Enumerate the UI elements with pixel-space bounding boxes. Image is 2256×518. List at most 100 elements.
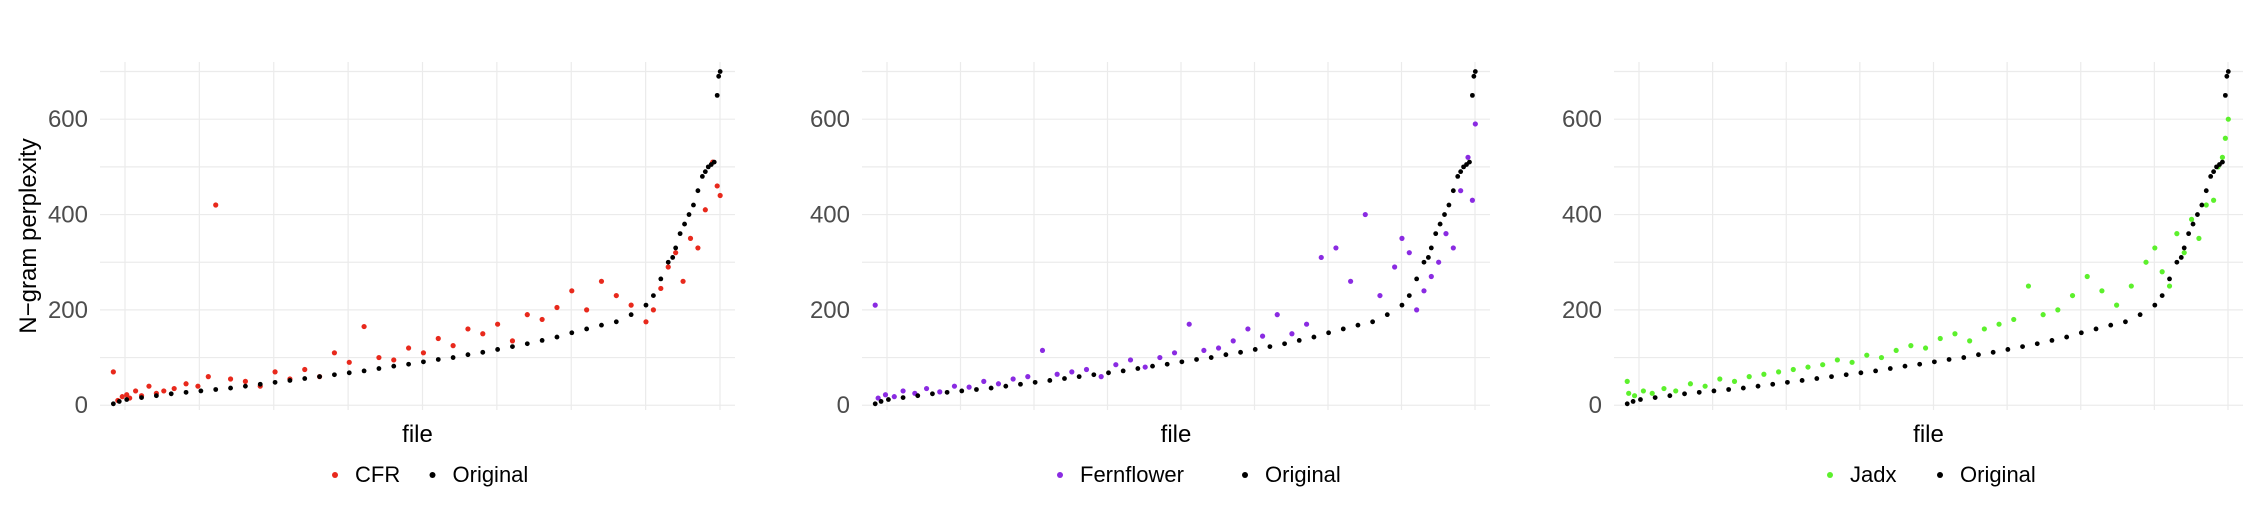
data-point-jadx: [1908, 343, 1914, 349]
data-point-cfr: [465, 326, 471, 332]
data-point-cfr: [272, 369, 278, 375]
data-point-original: [944, 389, 950, 395]
legend-key-jadx: [1827, 472, 1833, 478]
data-point-original: [1843, 372, 1849, 378]
data-point-fernflower: [1010, 376, 1016, 382]
data-point-original: [650, 293, 656, 298]
data-point-fernflower: [1399, 235, 1405, 241]
data-point-jadx: [1661, 385, 1667, 392]
data-point-original: [643, 302, 649, 308]
data-point-jadx: [2219, 154, 2226, 160]
data-point-jadx: [1631, 393, 1638, 399]
data-point-fernflower: [1098, 374, 1104, 380]
data-point-fernflower: [882, 392, 889, 398]
legend-key-original: [1937, 472, 1943, 478]
data-point-cfr: [665, 264, 671, 270]
data-point-original: [242, 383, 248, 389]
data-point-original: [1946, 357, 1952, 362]
data-point-fernflower: [1142, 364, 1148, 370]
data-point-cfr: [643, 319, 649, 325]
data-point-cfr: [195, 383, 201, 389]
data-point-original: [878, 399, 884, 404]
data-point-jadx: [2114, 302, 2120, 308]
data-point-jadx: [2143, 259, 2149, 265]
data-point-original: [2152, 302, 2158, 308]
data-point-fernflower: [966, 384, 972, 390]
data-point-fernflower: [1186, 321, 1192, 327]
data-point-fernflower: [981, 378, 987, 384]
x-axis-title: file: [1913, 421, 1944, 448]
legend: Jadx Original: [1827, 462, 2036, 487]
data-point-jadx: [1952, 331, 1958, 337]
data-point-original: [1208, 355, 1214, 360]
data-point-original: [2190, 221, 2196, 227]
data-point-jadx: [1746, 374, 1752, 380]
data-point-jadx: [1805, 364, 1811, 370]
data-point-original: [658, 276, 664, 282]
data-point-jadx: [2196, 235, 2202, 241]
data-point-cfr: [650, 307, 656, 313]
data-point-original: [2220, 159, 2225, 165]
y-tick-label: 0: [837, 392, 850, 419]
data-point-fernflower: [875, 395, 881, 401]
data-point-original: [886, 397, 891, 402]
data-point-original: [714, 92, 720, 98]
data-point-original: [1062, 376, 1067, 381]
data-point-original: [524, 341, 530, 347]
data-point-original: [287, 378, 293, 383]
series-cfr: [110, 159, 723, 404]
data-point-original: [183, 389, 189, 395]
data-point-jadx: [1849, 359, 1855, 365]
data-point-fernflower: [1127, 357, 1134, 363]
data-point-cfr: [628, 302, 634, 308]
data-point-original: [1018, 381, 1023, 387]
data-point-original: [1421, 259, 1427, 265]
data-point-original: [1652, 395, 1658, 401]
data-point-fernflower: [937, 389, 943, 395]
data-point-original: [1638, 397, 1643, 402]
data-point-original: [406, 361, 411, 367]
data-point-original: [2208, 174, 2214, 179]
data-point-original: [1990, 349, 1996, 355]
data-point-original: [717, 69, 723, 74]
data-point-original: [1194, 357, 1199, 362]
data-point-fernflower: [1230, 338, 1236, 344]
data-point-cfr: [391, 357, 397, 363]
data-point-original: [1091, 372, 1097, 378]
data-point-original: [153, 393, 159, 399]
data-point-original: [670, 255, 676, 260]
data-point-original: [716, 73, 722, 79]
data-point-fernflower: [891, 394, 897, 400]
data-point-original: [1624, 401, 1630, 407]
data-point-original: [510, 344, 515, 349]
data-point-original: [1471, 73, 1477, 79]
y-tick-label: 400: [1562, 202, 1602, 229]
data-point-jadx: [2055, 307, 2061, 313]
data-point-original: [2049, 338, 2055, 343]
series-jadx: [1624, 116, 2231, 399]
data-point-jadx: [1731, 378, 1738, 384]
data-point-jadx: [1702, 383, 1708, 389]
data-point-original: [1455, 174, 1461, 179]
data-point-original: [1740, 385, 1746, 391]
data-point-jadx: [1790, 366, 1796, 373]
data-point-jadx: [2099, 288, 2105, 294]
data-point-jadx: [1893, 347, 1899, 354]
legend-key-fernflower: [1057, 472, 1063, 478]
data-point-original: [376, 366, 382, 371]
data-point-fernflower: [1377, 292, 1383, 299]
data-point-fernflower: [995, 381, 1002, 387]
data-point-cfr: [524, 312, 530, 318]
data-point-original: [1961, 355, 1967, 360]
data-point-cfr: [376, 354, 382, 361]
data-point-original: [974, 387, 979, 392]
data-point-original: [1799, 378, 1805, 383]
data-point-fernflower: [1083, 366, 1090, 373]
data-point-jadx: [1878, 354, 1885, 361]
data-point-cfr: [717, 192, 723, 199]
data-point-original: [2123, 319, 2128, 325]
data-point-original: [1384, 312, 1390, 318]
data-point-original: [2211, 169, 2217, 175]
data-point-jadx: [2188, 216, 2195, 222]
data-point-original: [465, 352, 471, 358]
